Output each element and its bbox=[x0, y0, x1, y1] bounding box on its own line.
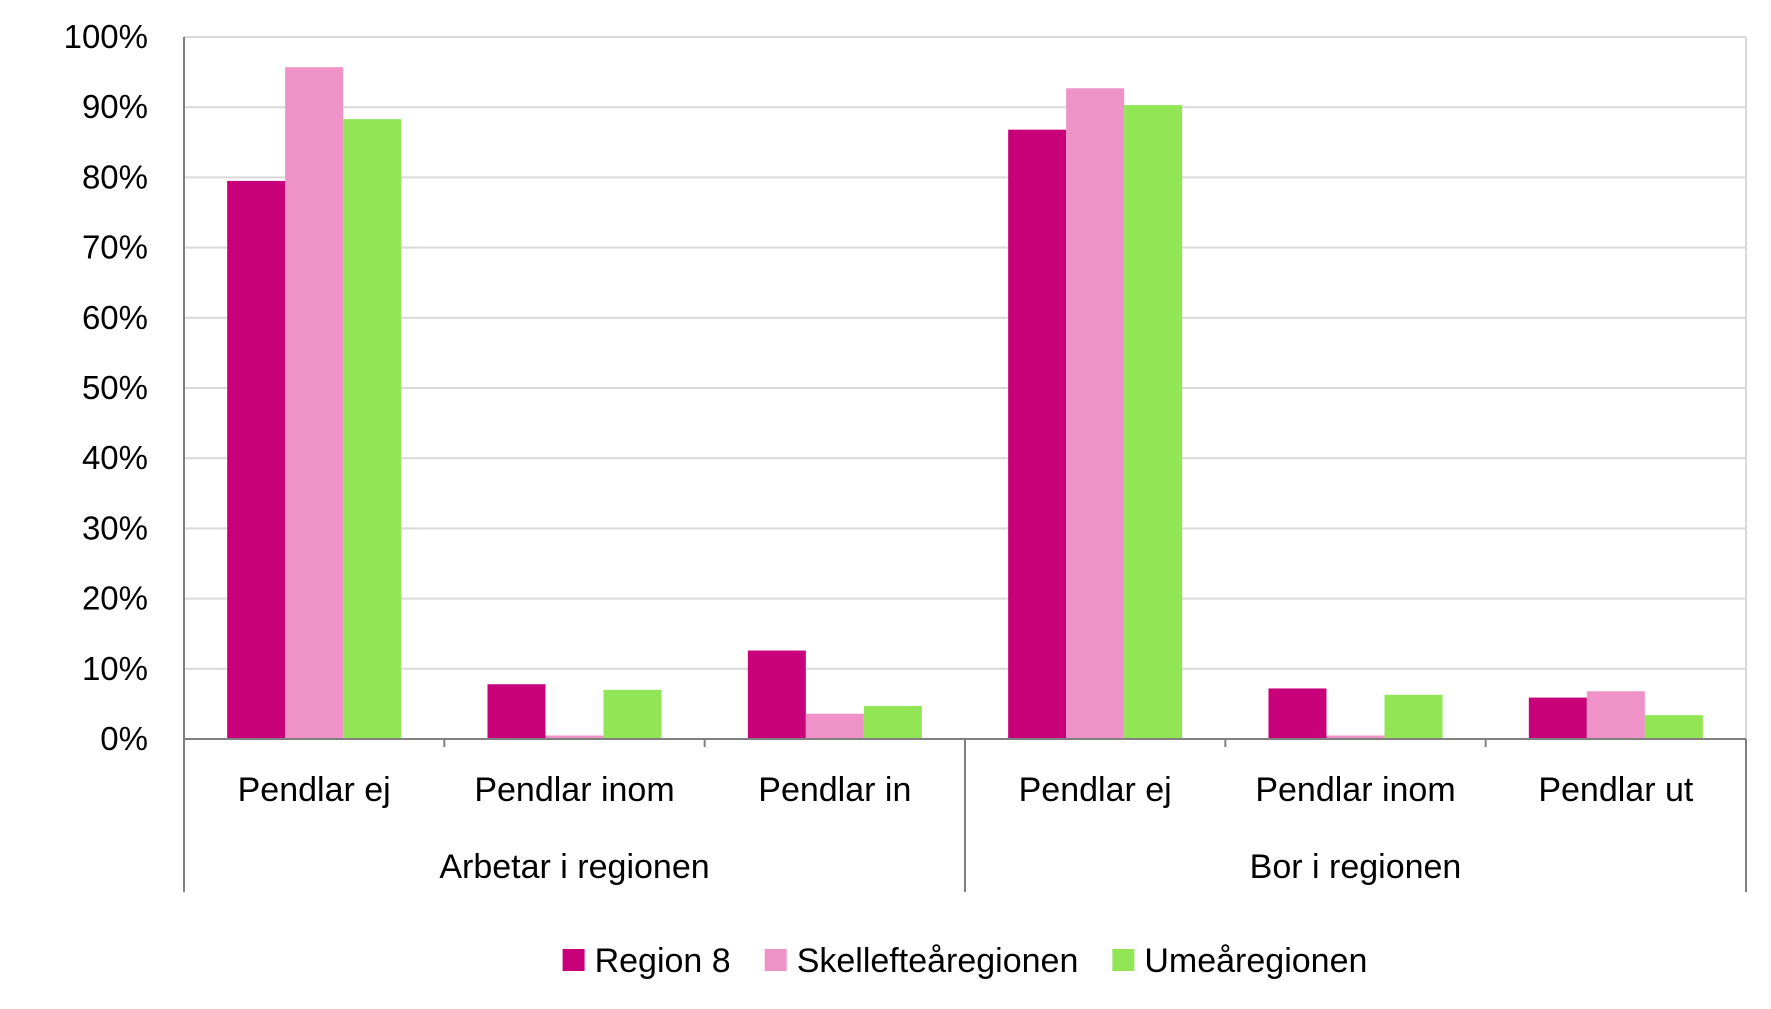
legend-label: Skellefteåregionen bbox=[797, 942, 1079, 980]
y-tick-label: 40% bbox=[82, 439, 148, 476]
legend-label: Region 8 bbox=[595, 942, 731, 980]
bar bbox=[1644, 715, 1703, 739]
legend-item: Skellefteåregionen bbox=[764, 942, 1079, 980]
y-tick-label: 70% bbox=[82, 229, 148, 266]
x-category-labels: Pendlar ej Pendlar inom Pendlar in Pendlar … bbox=[238, 771, 1694, 809]
y-tick-label: 50% bbox=[82, 369, 148, 406]
legend-item: Umeåregionen bbox=[1112, 942, 1367, 980]
bars bbox=[227, 67, 1703, 740]
bar bbox=[1326, 735, 1385, 739]
y-tick-label: 20% bbox=[82, 580, 148, 617]
bar bbox=[863, 706, 922, 739]
legend-item: Region 8 bbox=[562, 942, 731, 980]
bar bbox=[1066, 88, 1125, 740]
x-category-label: Pendlar inom bbox=[474, 771, 674, 809]
bar bbox=[285, 67, 344, 740]
x-group-label: Arbetar i regionen bbox=[439, 848, 709, 886]
y-tick-label: 80% bbox=[82, 158, 148, 195]
bar bbox=[747, 650, 806, 739]
legend-swatch bbox=[562, 949, 585, 971]
bar bbox=[1008, 129, 1067, 739]
bar bbox=[805, 713, 864, 739]
legend: Region 8 Skellefteåregionen Umeåregionen bbox=[562, 942, 1367, 980]
y-tick-label: 100% bbox=[64, 18, 148, 55]
gridlines bbox=[184, 36, 1747, 739]
y-tick-label: 0% bbox=[100, 720, 148, 757]
y-tick-label: 90% bbox=[82, 88, 148, 125]
axes bbox=[183, 37, 1747, 892]
x-category-label: Pendlar in bbox=[758, 771, 911, 809]
y-tick-labels: 0% 10% 20% 30% 40% 50% 60% 70% 80% 90% 100% bbox=[64, 18, 148, 757]
bar bbox=[603, 689, 662, 739]
x-category-label: Pendlar ej bbox=[238, 771, 391, 809]
x-group-labels: Arbetar i regionen Bor i regionen bbox=[439, 848, 1461, 886]
bar bbox=[1586, 691, 1645, 739]
y-tick-label: 10% bbox=[82, 650, 148, 687]
x-group-label: Bor i regionen bbox=[1250, 848, 1462, 886]
x-category-label: Pendlar ej bbox=[1019, 771, 1172, 809]
bar bbox=[1268, 688, 1327, 739]
y-tick-label: 30% bbox=[82, 509, 148, 546]
bar bbox=[1528, 697, 1587, 739]
bar bbox=[487, 684, 546, 739]
bar bbox=[1384, 694, 1443, 739]
bar bbox=[1124, 105, 1183, 740]
bar bbox=[227, 180, 286, 739]
bar bbox=[545, 735, 604, 739]
legend-swatch bbox=[1112, 949, 1135, 971]
legend-swatch bbox=[764, 949, 787, 971]
y-tick-label: 60% bbox=[82, 299, 148, 336]
bar bbox=[343, 119, 402, 739]
x-category-label: Pendlar inom bbox=[1255, 771, 1455, 809]
x-category-label: Pendlar ut bbox=[1538, 771, 1694, 809]
legend-label: Umeåregionen bbox=[1144, 942, 1367, 980]
